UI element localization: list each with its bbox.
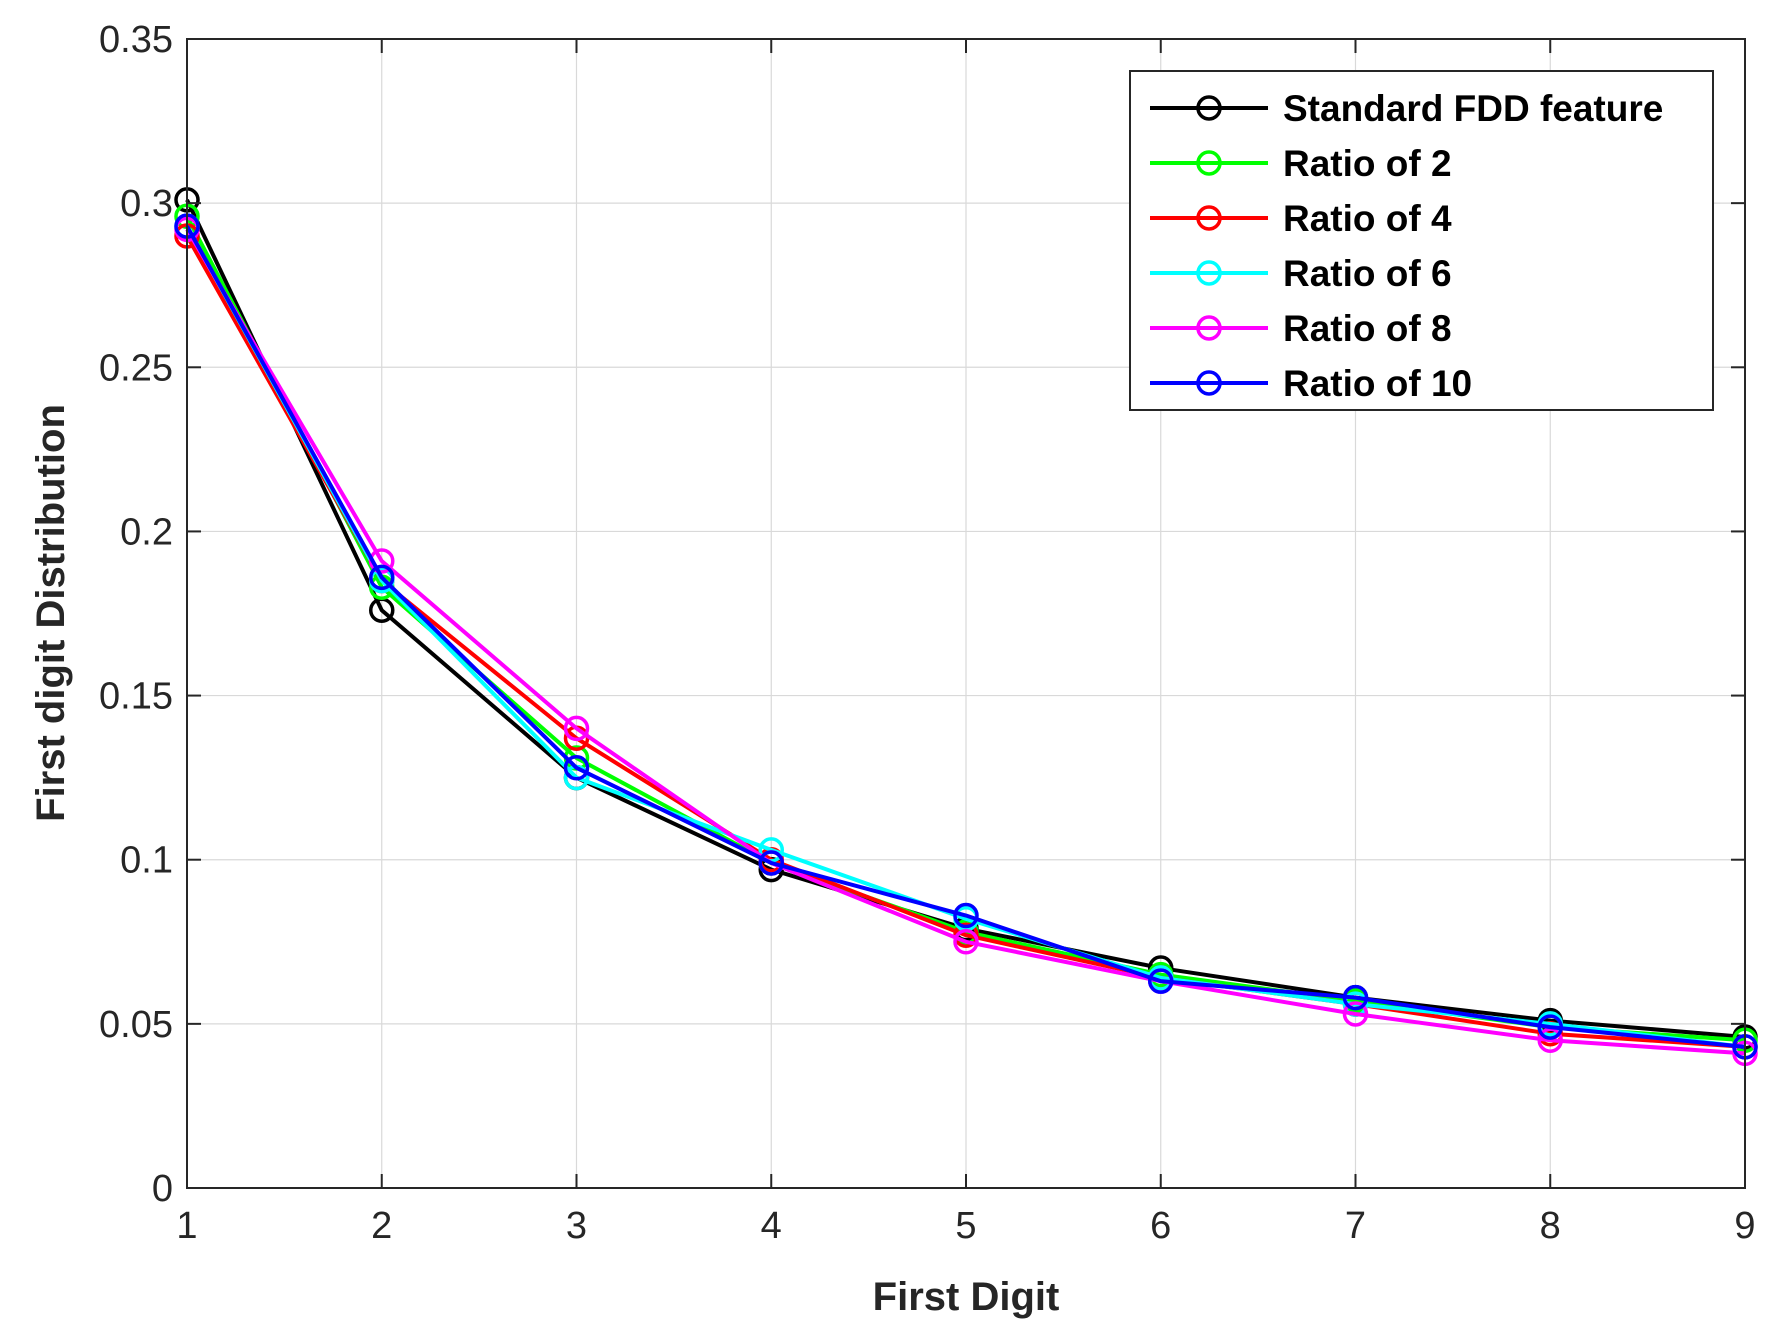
series-line (185, 228, 1746, 1056)
legend-entry: Standard FDD feature (1150, 88, 1663, 129)
legend-label: Standard FDD feature (1283, 88, 1663, 129)
tick-labels: 1 2 3 4 5 6 7 8 9 0 0.05 0.1 0.15 0.2 0.25 0.3 0.35 (99, 19, 1756, 1247)
x-tick-label: 4 (761, 1205, 782, 1247)
data-point (369, 564, 395, 591)
data-point (1537, 1014, 1563, 1040)
legend-marker (1196, 260, 1222, 286)
legend-entry: Ratio of 4 (1150, 198, 1452, 239)
y-tick-label: 0.35 (99, 19, 173, 61)
legend-label: Ratio of 10 (1283, 363, 1472, 404)
legend-entry: Ratio of 10 (1150, 363, 1472, 404)
data-point (1537, 1027, 1563, 1054)
y-axis-label: First digit Distribution (29, 404, 73, 822)
legend-marker (1196, 95, 1222, 121)
data-point (563, 715, 590, 742)
x-tick-label: 6 (1150, 1205, 1171, 1247)
y-tick-label: 0.2 (120, 511, 173, 553)
data-point (953, 929, 979, 955)
x-tick-label: 3 (566, 1205, 587, 1247)
legend-marker (1196, 205, 1222, 231)
data-point (758, 850, 784, 876)
x-tick-label: 8 (1540, 1205, 1561, 1247)
series-line (185, 225, 1746, 1049)
series-line (185, 234, 1746, 1049)
legend-label: Ratio of 8 (1283, 308, 1452, 349)
legend-label: Ratio of 4 (1283, 198, 1452, 239)
data-point (1148, 968, 1174, 994)
legend-label: Ratio of 2 (1283, 143, 1452, 184)
x-tick-label: 1 (176, 1205, 197, 1247)
x-axis-label: First Digit (873, 1275, 1060, 1319)
legend-marker (1196, 370, 1222, 396)
y-tick-label: 0.25 (99, 347, 173, 389)
legend: Standard FDD feature Ratio of 2 Ratio of 4… (1129, 70, 1714, 411)
x-tick-label: 7 (1345, 1205, 1366, 1247)
legend-marker (1196, 150, 1222, 176)
legend-marker (1196, 315, 1222, 341)
legend-entry: Ratio of 8 (1150, 308, 1452, 349)
y-tick-label: 0.3 (120, 183, 173, 225)
x-tick-label: 2 (371, 1205, 392, 1247)
legend-entry: Ratio of 6 (1150, 253, 1452, 294)
x-tick-label: 5 (955, 1205, 976, 1247)
y-tick-label: 0 (152, 1168, 173, 1210)
legend-entry: Ratio of 2 (1150, 143, 1452, 184)
legend-label: Ratio of 6 (1283, 253, 1452, 294)
data-point (953, 902, 979, 929)
x-tick-label: 9 (1734, 1205, 1755, 1247)
data-point (563, 755, 590, 781)
legend-box (1129, 70, 1714, 411)
data-point (1342, 984, 1369, 1011)
y-tick-label: 0.1 (120, 840, 173, 882)
tick-marks (186, 38, 1746, 1189)
y-tick-label: 0.15 (99, 676, 173, 718)
data-point (1342, 1001, 1369, 1027)
y-tick-label: 0.05 (99, 1004, 173, 1046)
